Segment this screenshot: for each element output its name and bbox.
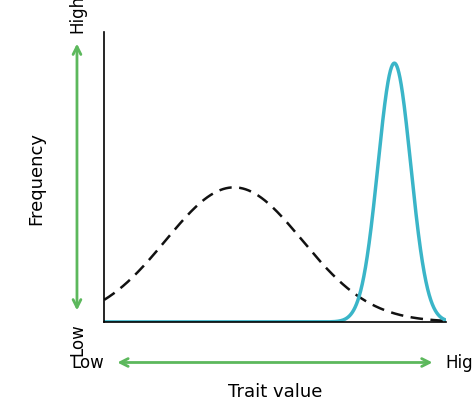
Text: Low: Low — [72, 354, 104, 372]
Text: High: High — [446, 354, 474, 372]
Text: Frequency: Frequency — [27, 131, 45, 224]
Text: Trait value: Trait value — [228, 382, 322, 401]
Text: High: High — [68, 0, 86, 33]
Text: Low: Low — [68, 322, 86, 355]
